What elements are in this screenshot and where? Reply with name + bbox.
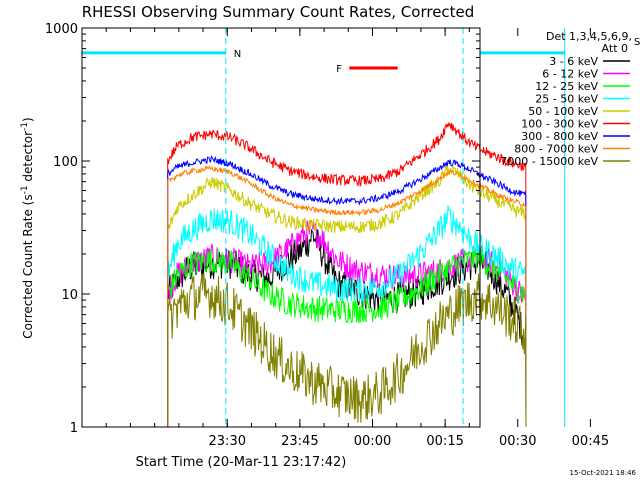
legend-header-line-2: Att 0 [602, 42, 628, 55]
y-tick-label: 1000 [45, 22, 78, 37]
legend-item-label: 50 - 100 keV [528, 105, 598, 118]
legend-item-label: 3 - 6 keV [549, 55, 598, 68]
saa-label: S [634, 37, 640, 48]
chart-title: RHESSI Observing Summary Count Rates, Co… [82, 3, 475, 21]
x-tick-label: 00:30 [499, 434, 536, 449]
legend-item-label: 12 - 25 keV [535, 80, 598, 93]
x-axis-label: Start Time (20-Mar-11 23:17:42) [136, 455, 347, 470]
plot-frame [81, 27, 481, 428]
series-line [167, 164, 527, 428]
x-tick-label: 23:45 [281, 434, 318, 449]
y-tick-label: 10 [61, 288, 78, 303]
y-axis: 1 10 100 1000 [45, 22, 480, 436]
night-label: N [234, 49, 241, 60]
x-axis: 23:30 23:45 00:00 00:15 00:30 00:45 [81, 28, 609, 449]
legend-item-label: 7000 - 15000 keV [500, 155, 598, 168]
series-line [167, 244, 527, 428]
legend-item-label: 6 - 12 keV [542, 68, 598, 81]
legend-item-label: 100 - 300 keV [521, 118, 598, 131]
legend-header-line-1: Det 1,3,4,5,6,9, [546, 30, 632, 43]
y-axis-label-sup1: -1 [20, 185, 30, 194]
legend-item-label: 300 - 800 keV [521, 130, 598, 143]
flare-label: F [336, 64, 342, 75]
y-tick-label: 1 [70, 421, 78, 436]
x-tick-label: 00:00 [354, 434, 391, 449]
x-tick-label: 00:15 [426, 434, 463, 449]
legend-item-label: 25 - 50 keV [535, 93, 598, 106]
y-axis-label-mid: detector [21, 131, 35, 186]
x-tick-label: 00:45 [572, 434, 609, 449]
annotation-layer: N S F [82, 28, 640, 427]
y-tick-label: 100 [53, 155, 78, 170]
legend-item-label: 800 - 7000 keV [514, 143, 598, 156]
x-tick-label: 23:30 [209, 434, 246, 449]
y-axis-label-post: ) [21, 117, 35, 122]
generated-timestamp: 15-Oct-2021 18:46 [570, 469, 637, 477]
y-axis-label: Corrected Count Rate (s-1 detector-1) [20, 117, 35, 338]
y-axis-label-pre: Corrected Count Rate (s [21, 194, 35, 338]
y-axis-label-sup2: -1 [20, 122, 30, 131]
